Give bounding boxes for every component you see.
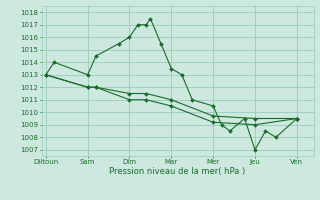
X-axis label: Pression niveau de la mer( hPa ): Pression niveau de la mer( hPa ) (109, 167, 246, 176)
